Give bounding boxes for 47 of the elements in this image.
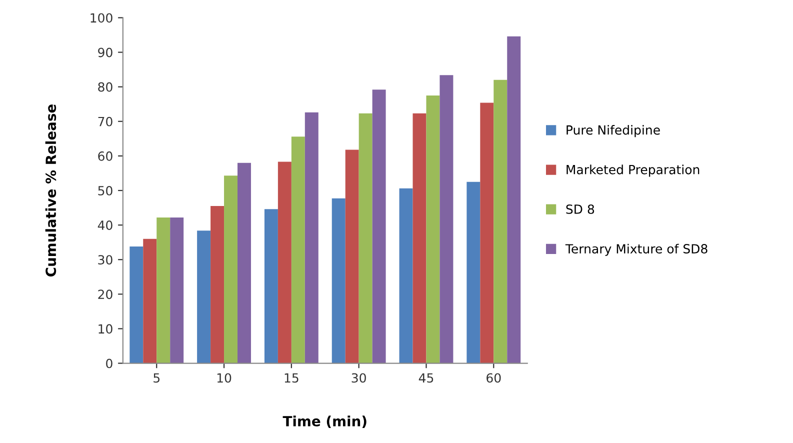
bar (264, 209, 278, 364)
legend-label: Marketed Preparation (566, 164, 700, 177)
bar (278, 162, 292, 364)
x-tick-label: 5 (154, 373, 160, 383)
bar (238, 162, 251, 364)
bar (197, 230, 211, 364)
bar (156, 217, 170, 364)
y-tick-label: 100 (90, 13, 112, 23)
x-axis-title: Time (min) (282, 416, 366, 428)
legend-label: Pure Nifedipine (566, 125, 660, 138)
bar (170, 217, 184, 364)
y-tick-label: 30 (98, 255, 112, 265)
x-tick-label: 30 (352, 373, 366, 383)
bar (304, 112, 318, 364)
y-tick-label: 50 (98, 186, 112, 196)
y-tick-label: 10 (98, 324, 112, 334)
bar (466, 182, 480, 364)
x-tick-label: 15 (284, 373, 298, 383)
bar (143, 238, 157, 364)
bar (480, 102, 494, 364)
bar (332, 198, 346, 364)
bar (372, 90, 386, 364)
bar (345, 150, 359, 364)
bar (291, 136, 305, 364)
bar (130, 246, 144, 364)
y-tick-label: 80 (98, 82, 112, 92)
y-tick-label: 0 (106, 358, 112, 368)
y-tick-label: 60 (98, 151, 112, 161)
bar (358, 113, 372, 364)
y-tick-label: 70 (98, 116, 112, 126)
y-tick-label: 90 (98, 48, 112, 58)
y-axis-title: Cumulative % Release (45, 104, 56, 276)
legend-label: Ternary Mixture of SD8 (565, 244, 708, 256)
bar (224, 176, 238, 364)
bar (507, 36, 521, 364)
legend-label: SD 8 (566, 204, 594, 214)
y-tick-label: 20 (98, 290, 112, 300)
y-tick-label: 40 (98, 220, 112, 230)
x-tick-label: 10 (217, 373, 232, 383)
bar (210, 206, 224, 364)
bar (412, 113, 426, 364)
x-tick-label: 45 (418, 373, 434, 383)
bar (440, 75, 454, 364)
bar (426, 95, 440, 364)
bar (494, 80, 508, 364)
bar (399, 188, 413, 364)
x-tick-label: 60 (486, 373, 501, 383)
